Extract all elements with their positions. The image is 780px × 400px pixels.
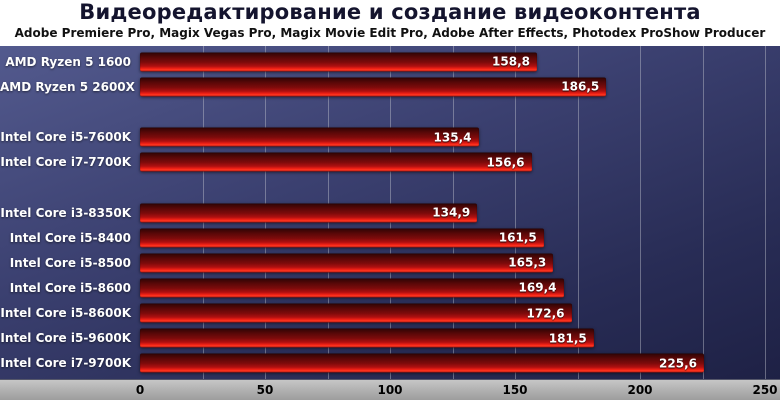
bar: 172,6 xyxy=(140,303,572,323)
value-label: 135,4 xyxy=(433,130,472,145)
bar-track: 181,5 xyxy=(140,326,765,351)
bar-track: 134,9 xyxy=(140,200,765,225)
gridline xyxy=(577,46,579,379)
gridline xyxy=(515,46,516,379)
value-label: 158,8 xyxy=(492,54,530,69)
tick-label: 200 xyxy=(627,383,653,397)
chart-title: Видеоредактирование и создание видеоконт… xyxy=(79,0,701,24)
bar-row: Intel Core i5-8600 169,4 xyxy=(0,275,780,300)
category-label: Intel Core i5-8400 xyxy=(9,230,131,245)
value-label: 186,5 xyxy=(561,79,600,94)
category-label: Intel Core i5-8600 xyxy=(9,280,131,295)
axis-track: 0 50 100 150 200 250 xyxy=(136,380,778,400)
category-label: AMD Ryzen 5 2600X xyxy=(0,79,135,94)
bar-row: Intel Core i5-8600K 172,6 xyxy=(0,301,780,326)
bar-row: Intel Core i5-8400 161,5 xyxy=(0,225,780,250)
bar-track: 169,4 xyxy=(140,275,765,300)
spacer-row xyxy=(0,99,780,124)
value-label: 165,3 xyxy=(508,255,547,270)
bar-row: Intel Core i5-9600K 181,5 xyxy=(0,326,780,351)
category-label: Intel Core i7-9700K xyxy=(0,356,131,371)
bar: 158,8 xyxy=(140,52,537,72)
gridline xyxy=(702,46,704,379)
value-label: 161,5 xyxy=(498,230,537,245)
plot-area: AMD Ryzen 5 1600 158,8 AMD Ryzen 5 2600X 18… xyxy=(0,46,780,379)
bar-row: Intel Core i5-8500 165,3 xyxy=(0,250,780,275)
plot-rows: AMD Ryzen 5 1600 158,8 AMD Ryzen 5 2600X 18… xyxy=(0,46,780,379)
bar: 165,3 xyxy=(140,253,554,273)
category-label: Intel Core i3-8350K xyxy=(0,205,131,220)
bar-row: AMD Ryzen 5 2600X 186,5 xyxy=(0,74,780,99)
x-axis: 0 50 100 150 200 250 xyxy=(0,379,780,400)
value-label: 134,9 xyxy=(432,205,471,220)
category-label: Intel Core i5-9600K xyxy=(0,331,131,346)
category-label: AMD Ryzen 5 1600 xyxy=(5,54,131,69)
bar: 169,4 xyxy=(140,278,564,298)
category-label: Intel Core i7-7700K xyxy=(0,155,131,170)
bar-track: 158,8 xyxy=(140,49,765,74)
value-label: 225,6 xyxy=(659,356,697,371)
bar-track: 225,6 xyxy=(140,351,765,376)
bar: 161,5 xyxy=(140,228,544,248)
bar-row: Intel Core i3-8350K 134,9 xyxy=(0,200,780,225)
bar-track: 186,5 xyxy=(140,74,765,99)
bar-row: AMD Ryzen 5 1600 158,8 xyxy=(0,49,780,74)
bar: 225,6 xyxy=(140,353,704,373)
bar: 181,5 xyxy=(140,328,594,348)
tick-label: 50 xyxy=(256,383,274,397)
category-label: Intel Core i5-8600K xyxy=(0,306,131,321)
value-label: 156,6 xyxy=(486,155,525,170)
gridline xyxy=(640,46,641,379)
gridline xyxy=(765,46,766,379)
category-label: Intel Core i5-7600K xyxy=(0,130,131,145)
bar-row: Intel Core i7-9700K 225,6 xyxy=(0,351,780,376)
bar: 135,4 xyxy=(140,127,479,147)
spacer-row xyxy=(0,175,780,200)
bar-row: Intel Core i5-7600K 135,4 xyxy=(0,124,780,149)
chart-header: Видеоредактирование и создание видеоконт… xyxy=(0,0,780,46)
tick-label: 250 xyxy=(752,383,778,397)
bar: 156,6 xyxy=(140,152,532,172)
bar-track: 165,3 xyxy=(140,250,765,275)
value-label: 181,5 xyxy=(548,331,587,346)
category-label: Intel Core i5-8500 xyxy=(9,255,131,270)
tick-label: 150 xyxy=(502,383,528,397)
tick-label: 100 xyxy=(377,383,403,397)
value-label: 172,6 xyxy=(526,306,565,321)
tick-label: 0 xyxy=(135,383,145,397)
bar-row: Intel Core i7-7700K 156,6 xyxy=(0,150,780,175)
bar-track: 135,4 xyxy=(140,124,765,149)
bar-track: 161,5 xyxy=(140,225,765,250)
bar-track: 172,6 xyxy=(140,301,765,326)
chart-subtitle: Adobe Premiere Pro, Magix Vegas Pro, Mag… xyxy=(14,26,766,40)
bar-track: 156,6 xyxy=(140,150,765,175)
bar: 134,9 xyxy=(140,203,478,223)
bar: 186,5 xyxy=(140,77,607,97)
value-label: 169,4 xyxy=(518,280,557,295)
